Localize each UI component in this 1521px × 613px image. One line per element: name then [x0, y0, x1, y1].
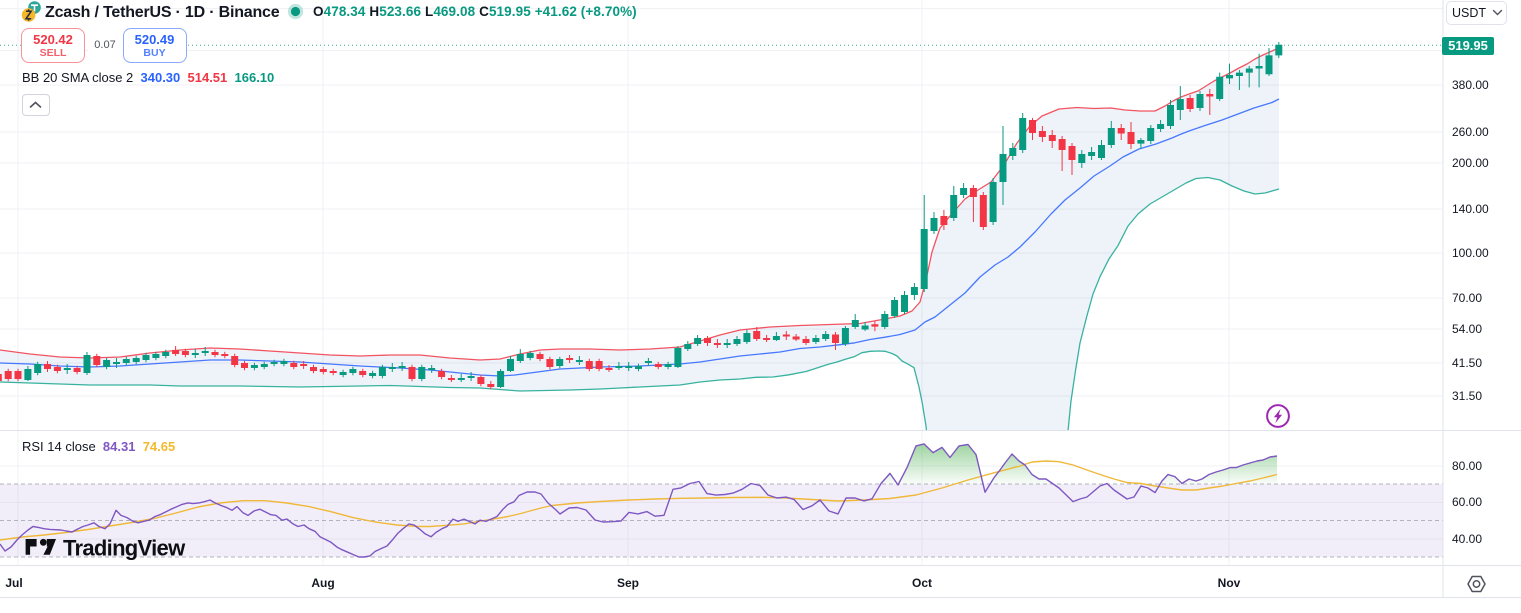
svg-text:TradingView: TradingView: [63, 536, 186, 561]
